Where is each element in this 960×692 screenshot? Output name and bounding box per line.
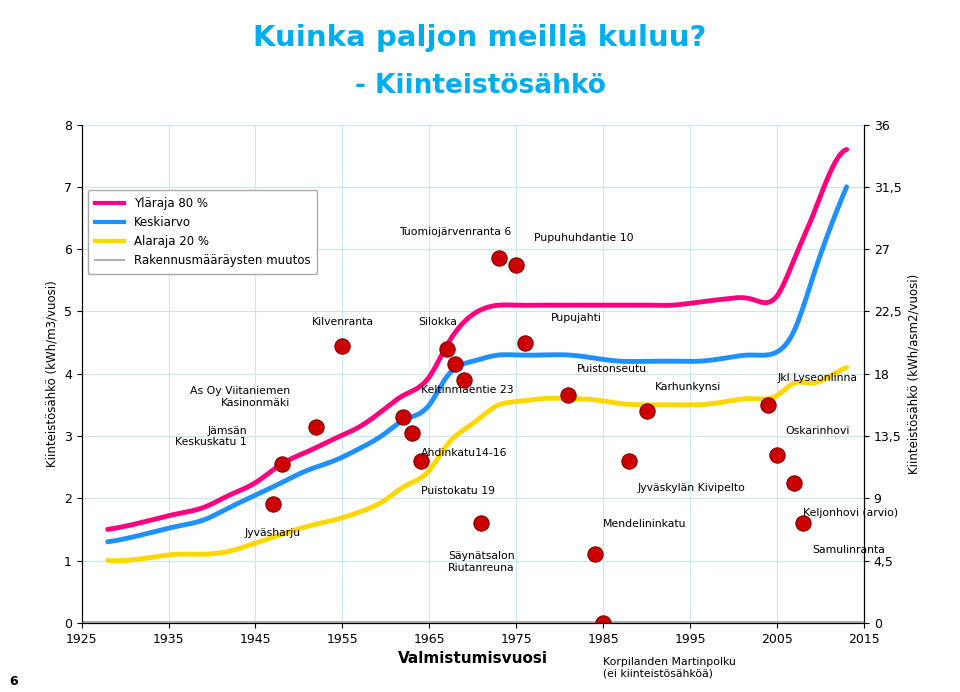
Text: Puistonseutu: Puistonseutu: [577, 364, 647, 374]
Yläraja 80 %: [395, 393, 406, 401]
Text: Puistokatu 19: Puistokatu 19: [420, 486, 494, 495]
Yläraja 80 %: [102, 525, 113, 534]
Text: Samulinranta: Samulinranta: [812, 545, 885, 555]
Alaraja 20 %: [345, 511, 356, 519]
Keskiarvo: [395, 418, 406, 426]
Alaraja 20 %: [111, 556, 123, 565]
Alaraja 20 %: [396, 484, 408, 492]
Yläraja 80 %: [639, 301, 651, 309]
Keskiarvo: [636, 357, 647, 365]
Text: Tuomiojärvenranta 6: Tuomiojärvenranta 6: [399, 227, 512, 237]
Text: Mendelininkatu: Mendelininkatu: [603, 520, 686, 529]
Text: - Kiinteistösähkö: - Kiinteistösähkö: [354, 73, 606, 99]
Yläraja 80 %: [841, 145, 852, 154]
Text: Ahdinkatu14-16: Ahdinkatu14-16: [420, 448, 507, 458]
Text: Korpilanden Martinpolku
(ei kiinteistösähköä): Korpilanden Martinpolku (ei kiinteistösä…: [603, 657, 736, 679]
Text: Pupuhuhdantie 10: Pupuhuhdantie 10: [534, 233, 634, 243]
Text: Karhunkynsi: Karhunkynsi: [656, 383, 722, 392]
Yläraja 80 %: [636, 301, 647, 309]
Alaraja 20 %: [102, 556, 113, 565]
Alaraja 20 %: [193, 550, 204, 558]
Line: Yläraja 80 %: Yläraja 80 %: [108, 149, 847, 529]
Text: Jyväsharju: Jyväsharju: [245, 527, 300, 538]
Text: Silokka: Silokka: [419, 317, 458, 327]
Text: As Oy Viitaniemen
Kasinonmäki: As Oy Viitaniemen Kasinonmäki: [190, 386, 290, 408]
Text: Keltinmäentie 23: Keltinmäentie 23: [420, 385, 514, 396]
Text: Jyväskylän Kivipelto: Jyväskylän Kivipelto: [638, 483, 746, 493]
Yläraja 80 %: [343, 428, 354, 437]
Keskiarvo: [639, 357, 651, 365]
Alaraja 20 %: [841, 363, 852, 372]
Yläraja 80 %: [566, 301, 578, 309]
Text: Keljonhovi (arvio): Keljonhovi (arvio): [804, 508, 899, 518]
Keskiarvo: [191, 518, 203, 527]
Alaraja 20 %: [641, 401, 653, 409]
Alaraja 20 %: [637, 401, 649, 409]
Keskiarvo: [343, 450, 354, 458]
X-axis label: Valmistumisvuosi: Valmistumisvuosi: [397, 651, 548, 666]
Y-axis label: Kiinteistösähkö (kWh/asm2/vuosi): Kiinteistösähkö (kWh/asm2/vuosi): [907, 273, 920, 474]
Text: 6: 6: [10, 675, 18, 688]
Keskiarvo: [841, 183, 852, 191]
Text: Kuinka paljon meillä kuluu?: Kuinka paljon meillä kuluu?: [253, 24, 707, 52]
Keskiarvo: [102, 538, 113, 546]
Y-axis label: Kiinteistösähkö (kWh/m3/vuosi): Kiinteistösähkö (kWh/m3/vuosi): [45, 280, 59, 467]
Text: Kilvenranta: Kilvenranta: [311, 317, 373, 327]
Text: Jkl Lyseonlinna: Jkl Lyseonlinna: [777, 373, 857, 383]
Line: Keskiarvo: Keskiarvo: [108, 187, 847, 542]
Text: Jämsän
Keskuskatu 1: Jämsän Keskuskatu 1: [175, 426, 247, 447]
Yläraja 80 %: [191, 506, 203, 514]
Text: Pupujahti: Pupujahti: [551, 313, 602, 322]
Line: Alaraja 20 %: Alaraja 20 %: [108, 367, 847, 561]
Legend: Yläraja 80 %, Keskiarvo, Alaraja 20 %, Rakennusmääräysten muutos: Yläraja 80 %, Keskiarvo, Alaraja 20 %, R…: [87, 190, 317, 274]
Text: Säynätsalon
Riutanreuna: Säynätsalon Riutanreuna: [448, 551, 515, 573]
Keskiarvo: [566, 351, 578, 359]
Alaraja 20 %: [568, 394, 580, 403]
Text: Oskarinhovi: Oskarinhovi: [786, 426, 851, 436]
